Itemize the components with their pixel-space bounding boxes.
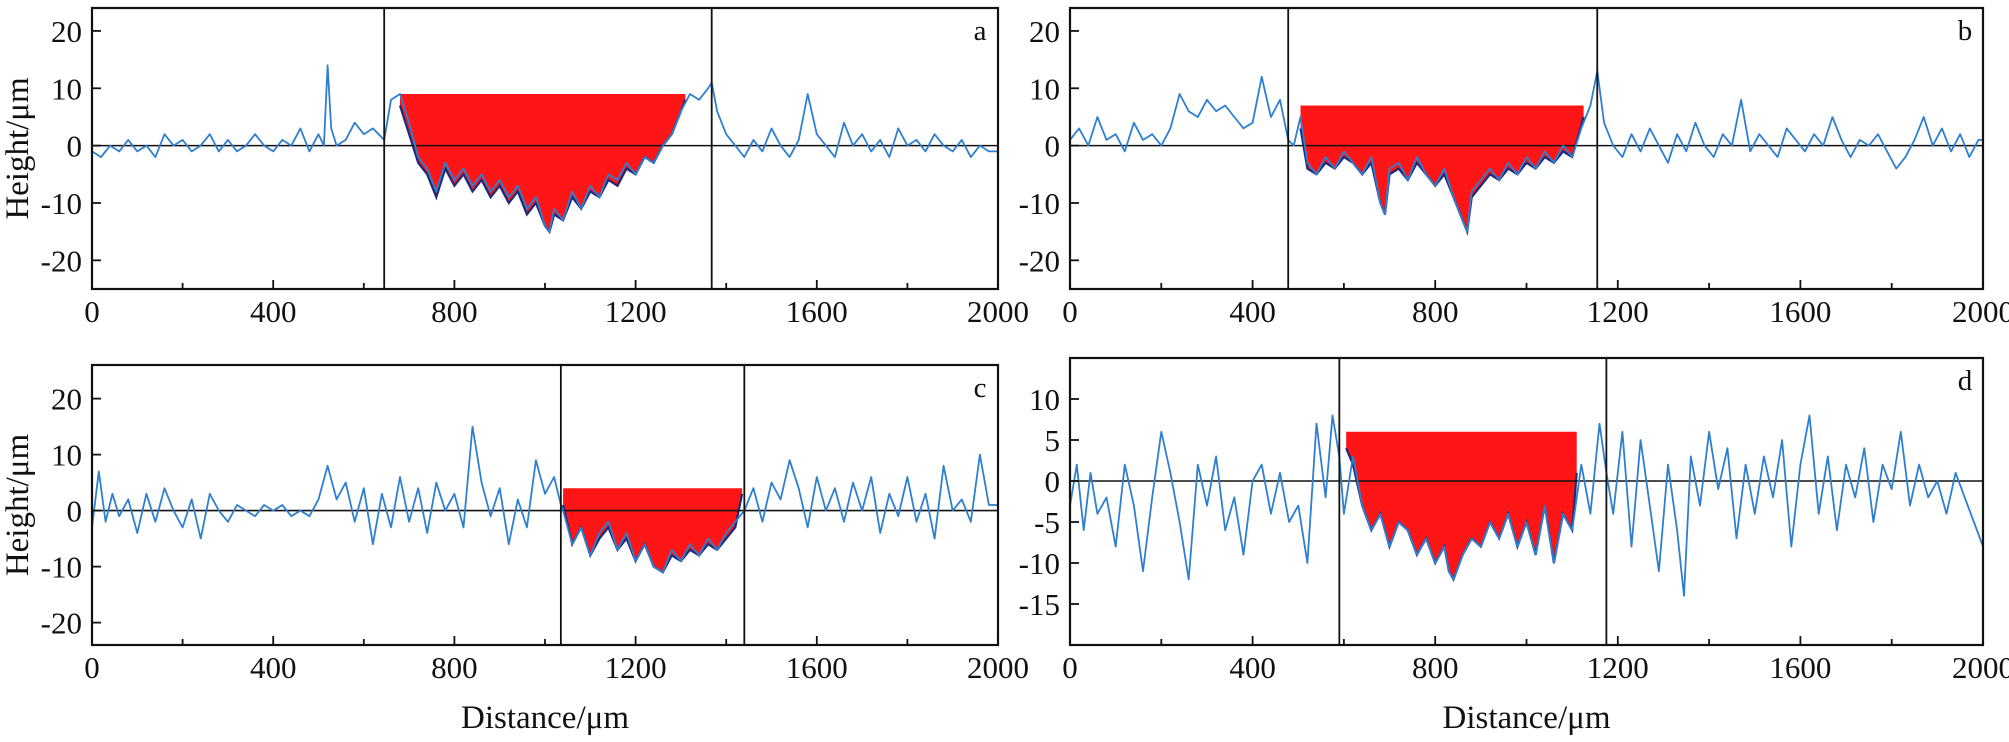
crater-fill-area	[563, 488, 743, 573]
x-tick-label: 1200	[1587, 650, 1649, 685]
x-tick-label: 1600	[1769, 294, 1831, 329]
x-tick-label: 1200	[605, 650, 667, 685]
x-tick-label: 1200	[1587, 294, 1649, 329]
y-tick-label: -5	[1034, 505, 1060, 540]
x-tick-label: 2000	[967, 650, 1029, 685]
x-tick-label: 0	[1062, 650, 1078, 685]
x-tick-label: 0	[84, 650, 100, 685]
chart-panel-b: 0 400 800 1200 1600 2000 20 10 0 -10 -20 b	[1019, 6, 2009, 329]
panel-letter: d	[1958, 365, 1973, 397]
y-tick-label: 0	[1045, 464, 1061, 499]
y-tick-label: 10	[1029, 71, 1060, 106]
x-tick-label: 400	[1229, 650, 1276, 685]
y-tick-label: -10	[1019, 546, 1060, 581]
panel-letter: b	[1958, 15, 1973, 47]
y-tick-label: -20	[41, 243, 82, 278]
x-tick-label: 400	[250, 294, 297, 329]
y-tick-label: 10	[1029, 382, 1060, 417]
y-tick-label: -10	[41, 550, 82, 585]
x-tick-label: 400	[1229, 294, 1276, 329]
y-tick-label: 0	[67, 129, 83, 164]
crater-fill-area	[1346, 431, 1577, 580]
y-tick-label: 10	[51, 438, 82, 473]
plot-frame	[90, 363, 1000, 647]
y-tick-label: 0	[1045, 129, 1061, 164]
x-tick-label: 2000	[967, 294, 1029, 329]
y-tick-label: 20	[51, 382, 82, 417]
x-tick-label: 1600	[786, 294, 848, 329]
x-axis-title: Distance/μm	[461, 700, 629, 736]
y-tick-label: -10	[41, 186, 82, 221]
x-tick-label: 0	[84, 294, 100, 329]
y-tick-label: -10	[1019, 186, 1060, 221]
x-tick-label: 800	[1412, 650, 1459, 685]
chart-panel-a: 0 400 800 1200 1600 2000 20 10 0 -10 -20 a Height/μm	[0, 6, 1029, 329]
crater-fill-area	[400, 94, 686, 232]
crater-edge-line	[1299, 116, 1585, 237]
x-tick-label: 800	[431, 650, 478, 685]
x-tick-label: 800	[1412, 294, 1459, 329]
x-tick-label: 1600	[786, 650, 848, 685]
y-tick-label: 5	[1045, 423, 1061, 458]
y-axis-title: Height/μm	[0, 77, 36, 220]
x-tick-label: 800	[431, 294, 478, 329]
chart-panel-c: 0 400 800 1200 1600 2000 20 10 0 -10 -20 c Height/μm…	[0, 363, 1029, 736]
chart-panel-d: 0 400 800 1200 1600 2000 10 5 0 -5 -10 -15 d Distance…	[1019, 356, 2009, 736]
y-tick-label: 10	[51, 71, 82, 106]
x-tick-label: 400	[250, 650, 297, 685]
profile-line	[91, 64, 998, 233]
profile-line	[1069, 414, 1984, 597]
x-tick-label: 1200	[605, 294, 667, 329]
y-axis-title: Height/μm	[0, 434, 36, 577]
y-tick-label: -20	[1019, 243, 1060, 278]
panel-letter: a	[974, 15, 987, 47]
x-tick-label: 2000	[1952, 294, 2009, 329]
y-tick-label: -15	[1019, 587, 1060, 622]
y-tick-label: 0	[67, 494, 83, 529]
x-tick-label: 1600	[1769, 650, 1831, 685]
x-axis-title: Distance/μm	[1443, 700, 1611, 736]
panel-letter: c	[974, 372, 987, 404]
profile-line	[1069, 70, 1983, 233]
y-tick-label: 20	[51, 14, 82, 49]
y-tick-label: 20	[1029, 14, 1060, 49]
crater-fill-area	[1300, 105, 1584, 232]
profile-line	[91, 425, 998, 574]
y-tick-label: -20	[41, 606, 82, 641]
x-tick-label: 2000	[1952, 650, 2009, 685]
x-tick-label: 0	[1062, 294, 1078, 329]
